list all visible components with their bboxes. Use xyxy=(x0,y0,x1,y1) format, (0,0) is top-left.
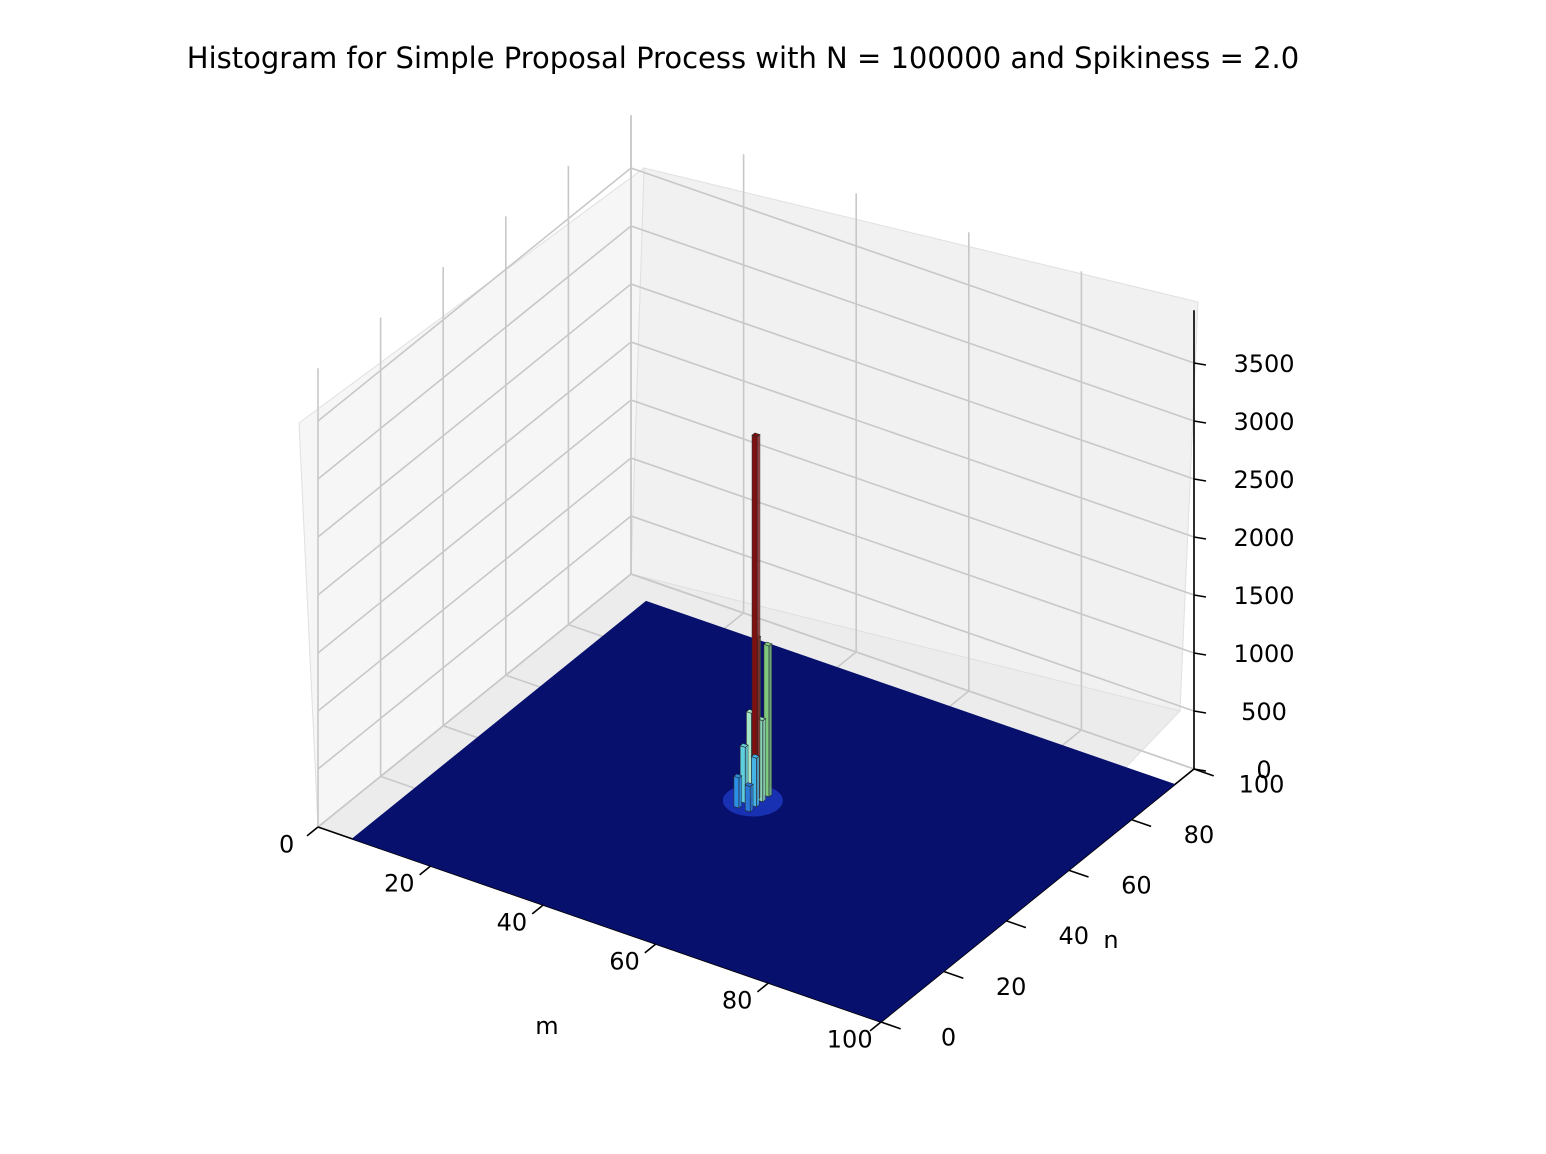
bar-face-top xyxy=(763,641,773,647)
z-tick-label: 2500 xyxy=(1233,466,1294,494)
bar-face-side xyxy=(762,717,766,803)
x-tick xyxy=(306,826,319,837)
x-tick xyxy=(869,1021,882,1032)
y-tick-label: 0 xyxy=(941,1023,956,1051)
z-tick-label: 0 xyxy=(1256,756,1271,784)
x-axis-label: m xyxy=(535,1012,558,1040)
y-tick-label: 20 xyxy=(996,973,1027,1001)
y-tick-label: 100 xyxy=(1239,770,1285,798)
x-tick xyxy=(419,865,432,876)
y-tick xyxy=(943,970,964,979)
bar-face-top xyxy=(750,753,760,759)
histogram-bar xyxy=(750,753,760,808)
z-tick xyxy=(1193,594,1207,598)
bar-face-top xyxy=(744,782,754,787)
x-tick-label: 40 xyxy=(497,908,528,936)
bar-face-side xyxy=(756,434,761,801)
z-tick-label: 1000 xyxy=(1233,640,1294,668)
histogram-bar xyxy=(751,432,761,801)
x-tick-label: 100 xyxy=(827,1025,873,1053)
y-tick xyxy=(1131,818,1152,828)
y-tick-label: 60 xyxy=(1121,872,1152,900)
histogram-bars xyxy=(733,432,773,813)
y-tick xyxy=(1068,869,1089,878)
histogram-bar xyxy=(744,782,754,813)
grid-line-z xyxy=(317,399,1195,654)
y-tick-label: 80 xyxy=(1184,821,1215,849)
x-tick-label: 80 xyxy=(722,986,753,1014)
grid-line-z xyxy=(317,573,1195,828)
z-tick-label: 1500 xyxy=(1233,582,1294,610)
z-tick-label: 3500 xyxy=(1233,350,1294,378)
bar-face-side xyxy=(756,755,760,808)
x-tick xyxy=(756,982,769,993)
x-tick xyxy=(531,904,544,915)
y-axis-line xyxy=(880,768,1195,1023)
chart-title: Histogram for Simple Proposal Process wi… xyxy=(187,41,1299,75)
z-tick-label: 3000 xyxy=(1233,408,1294,436)
z-tick-label: 500 xyxy=(1241,698,1287,726)
z-tick xyxy=(1193,710,1207,714)
z-tick xyxy=(1193,478,1207,482)
bar-face-front xyxy=(733,775,740,809)
x-tick-label: 20 xyxy=(384,869,415,897)
bar-face-front xyxy=(744,784,751,813)
y-axis-label: n xyxy=(1103,926,1118,954)
grid-line-z xyxy=(317,341,1195,596)
y-tick-label: 40 xyxy=(1058,922,1089,950)
y-tick xyxy=(880,1021,901,1030)
z-tick xyxy=(1193,420,1207,424)
z-tick-label: 2000 xyxy=(1233,524,1294,552)
grid-line-z xyxy=(317,283,1195,538)
grid-line-z xyxy=(317,457,1195,712)
z-tick xyxy=(1193,362,1207,366)
z-tick xyxy=(1193,768,1207,772)
bar-face-side xyxy=(738,775,743,809)
z-tick xyxy=(1193,536,1207,540)
histogram-bar xyxy=(733,773,743,809)
x-tick xyxy=(644,943,657,954)
bar-face-side xyxy=(749,783,754,813)
y-tick xyxy=(1005,920,1027,929)
x-tick-label: 0 xyxy=(279,830,294,858)
bar-face-top xyxy=(739,743,749,748)
z-tick xyxy=(1193,652,1207,656)
bar-face-side xyxy=(768,643,773,798)
bar-face-top xyxy=(733,773,743,779)
grid-line-z xyxy=(317,167,1195,422)
grid-line-z xyxy=(317,225,1195,480)
grid-line-z xyxy=(317,515,1195,770)
bar-face-top xyxy=(751,432,761,438)
x-tick-label: 60 xyxy=(609,947,640,975)
bar-face-front xyxy=(751,434,758,801)
